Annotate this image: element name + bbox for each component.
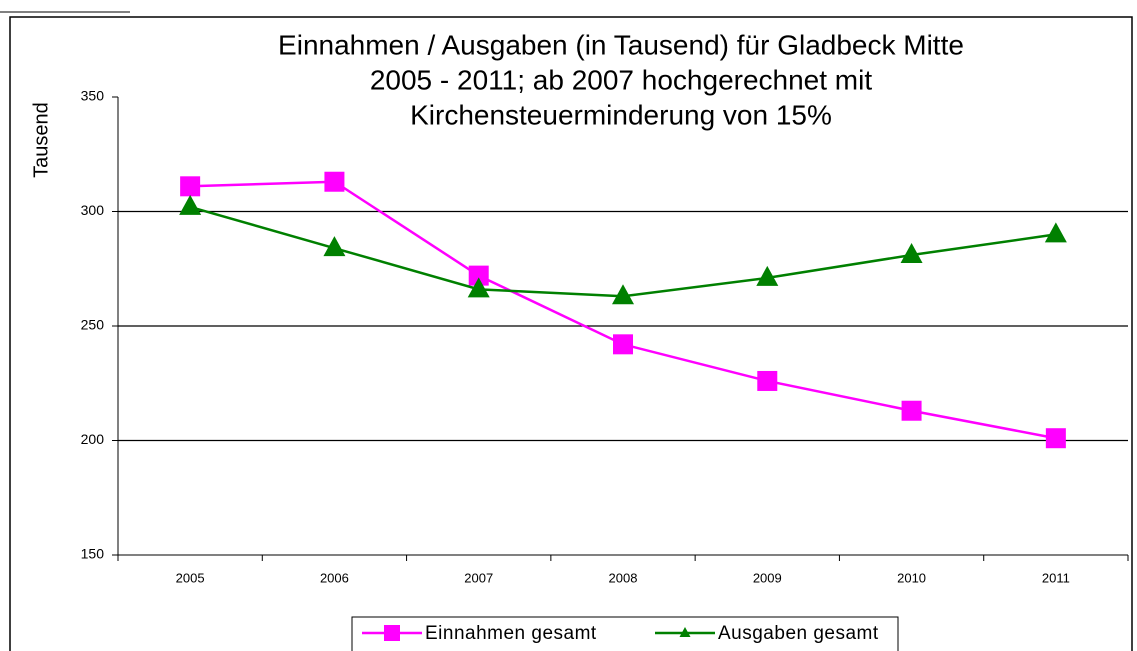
chart-title: 2005 - 2011; ab 2007 hochgerechnet mit [370, 64, 873, 95]
y-axis-label: Tausend [30, 102, 52, 178]
y-tick-label: 150 [81, 546, 105, 562]
point [679, 627, 691, 637]
chart-title: Kirchensteuerminderung von 15% [410, 99, 832, 130]
point [323, 236, 346, 257]
chart-title: Einnahmen / Ausgaben (in Tausend) für Gl… [278, 29, 964, 60]
legend-label: Einnahmen gesamt [425, 623, 597, 644]
legend-label: Ausgaben gesamt [718, 623, 879, 644]
x-tick-label: 2008 [609, 570, 638, 585]
point [467, 277, 490, 298]
point [901, 400, 922, 421]
x-tick-label: 2005 [176, 570, 205, 585]
chart-frame [9, 16, 1133, 651]
point [756, 265, 779, 286]
point [900, 243, 923, 264]
x-tick-label: 2011 [1042, 570, 1070, 585]
x-tick-label: 2007 [464, 570, 493, 585]
y-tick-label: 250 [81, 317, 105, 333]
point [180, 176, 201, 197]
point [757, 370, 778, 391]
point [1045, 428, 1066, 449]
point [612, 284, 634, 305]
y-tick-label: 300 [81, 202, 105, 218]
legend-box [351, 616, 899, 651]
x-tick-label: 2010 [897, 570, 926, 585]
x-tick-label: 2006 [320, 570, 349, 585]
point [179, 194, 202, 215]
y-tick-label: 200 [81, 431, 105, 447]
point [468, 265, 489, 286]
point [1044, 222, 1067, 243]
point [324, 171, 345, 192]
y-tick-label: 350 [81, 88, 105, 104]
point [613, 334, 633, 355]
point [384, 625, 400, 641]
x-tick-label: 2009 [753, 570, 782, 585]
